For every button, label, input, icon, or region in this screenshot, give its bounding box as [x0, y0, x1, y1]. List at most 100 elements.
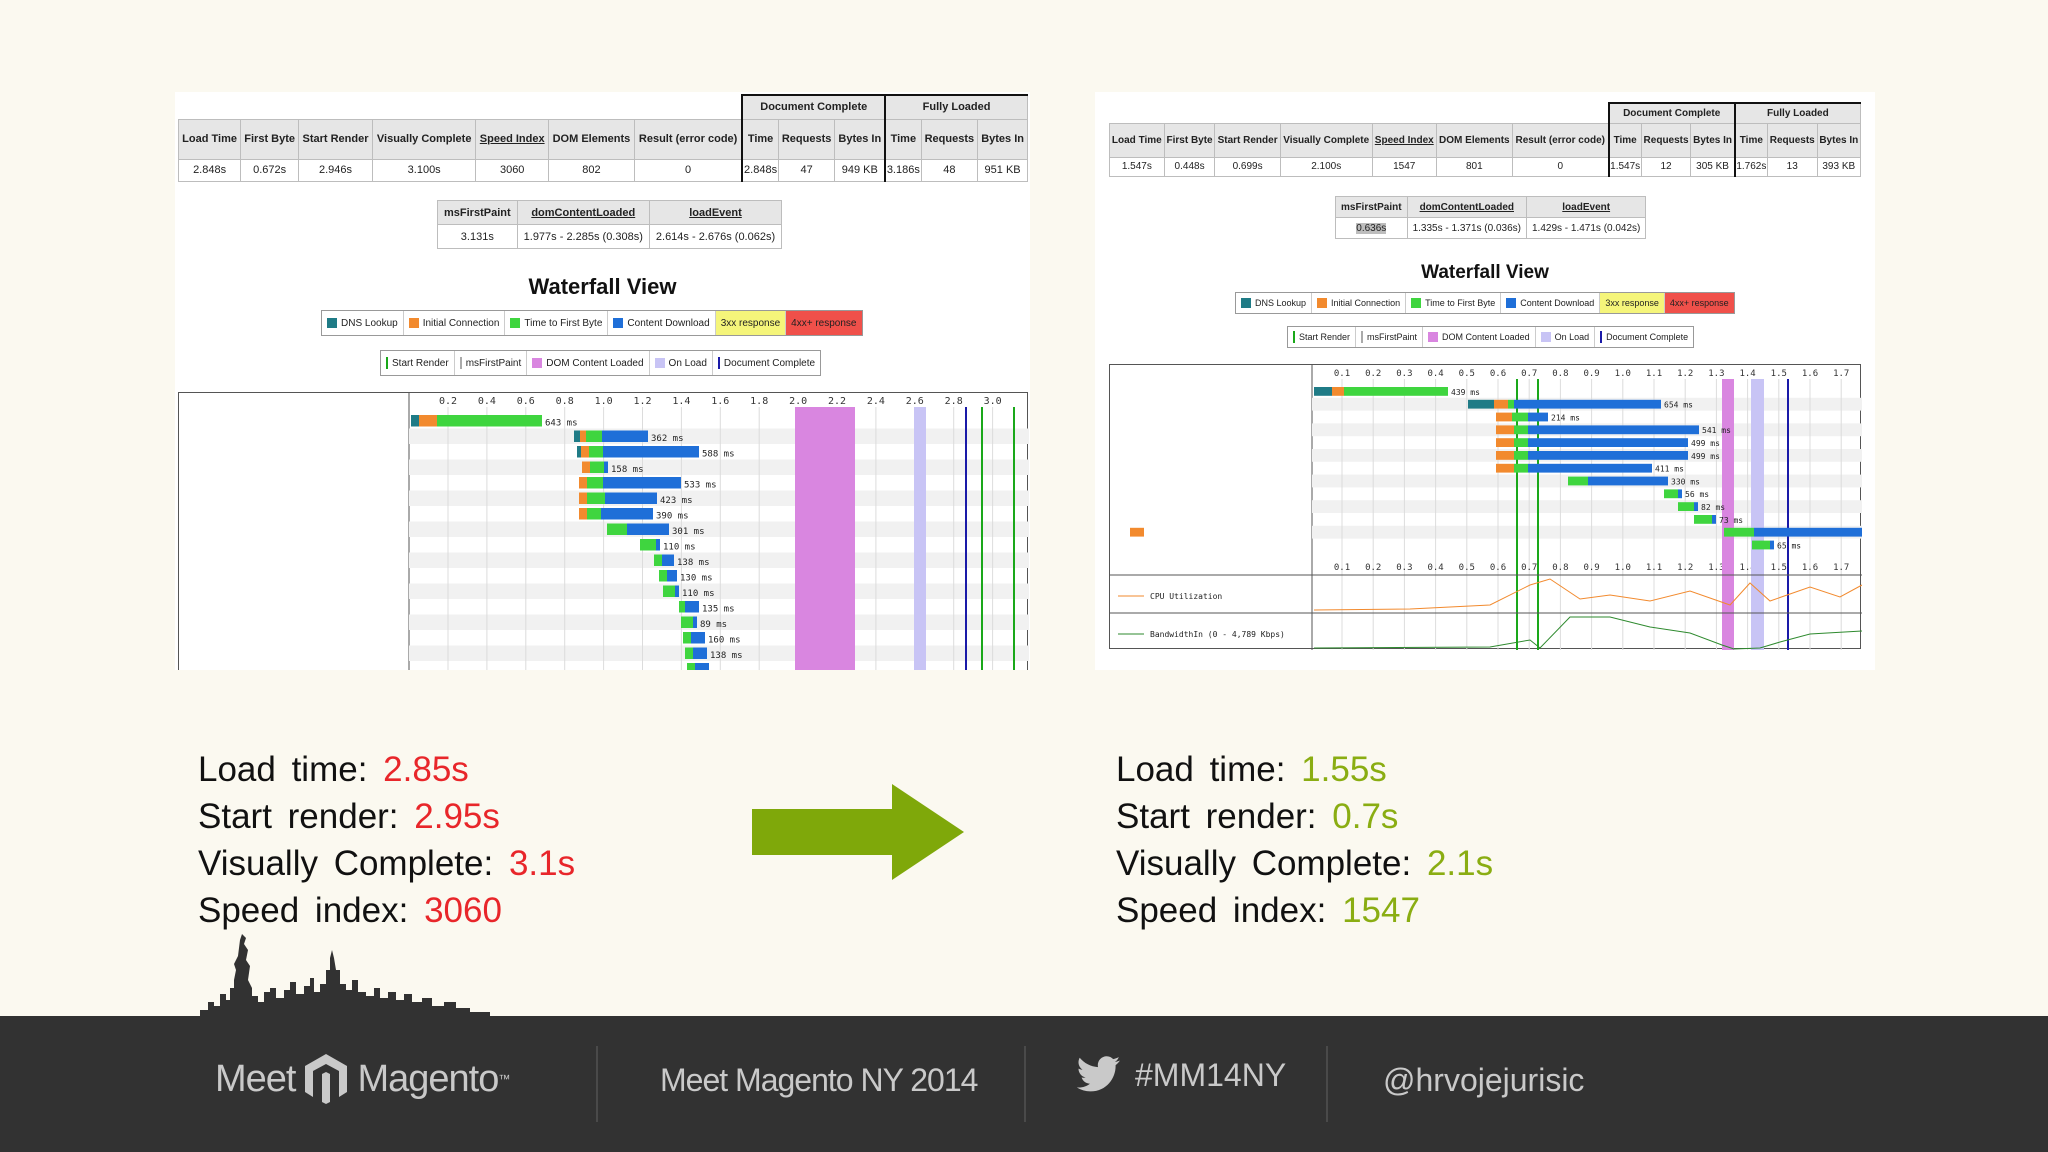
bar-segment-connect — [1496, 438, 1514, 447]
bar-segment-connect — [579, 492, 587, 504]
row-stripe — [1312, 500, 1862, 513]
table-row: 0.636s 1.335s - 1.371s (0.036s) 1.429s -… — [1335, 217, 1647, 239]
twitter-handle[interactable]: @hrvojejurisic — [1383, 1062, 1585, 1098]
axis-tick-label: 1.1 — [1646, 563, 1662, 573]
bar-segment-download — [603, 446, 699, 458]
load-event-link[interactable]: loadEvent — [648, 200, 783, 225]
bar-segment-connect — [580, 430, 586, 442]
bar-segment-download — [1528, 451, 1688, 460]
cell: 802 — [547, 158, 635, 182]
skyline-icon — [200, 934, 520, 1020]
after-waterfall-chart: 0.1 0.1 0.2 0.2 0.3 0.3 0.4 0.4 0.5 0.5 0.6 0.6 0.7 0… — [1110, 365, 1862, 650]
bar-segment-ttfb — [1568, 476, 1588, 486]
visually-complete-value: 2.1s — [1426, 844, 1494, 883]
bar-duration-label: 130 ms — [680, 574, 713, 584]
bar-duration-label: 135 ms — [702, 605, 735, 615]
bar-segment-ttfb — [683, 632, 691, 644]
axis-tick-label: 0.1 — [1334, 369, 1350, 379]
bar-duration-label: 541 ms — [1702, 426, 1731, 435]
speed-index-link[interactable]: Speed Index — [1371, 122, 1437, 158]
axis-tick-label: 0.1 — [1334, 563, 1350, 573]
legend-start-render: Start Render — [1288, 327, 1357, 347]
doc-complete-header: Document Complete — [1607, 102, 1736, 124]
bar-segment-download — [675, 585, 679, 597]
col-header: Result (error code) — [633, 118, 743, 160]
before-test-panel: Document Complete Fully Loaded Load Time… — [175, 92, 1030, 670]
load-time-stat: Load time: 1.55s — [1116, 750, 1387, 789]
hashtag[interactable]: #MM14NY — [1077, 1056, 1286, 1094]
axis-tick-label: 1.8 — [750, 396, 768, 407]
bar-segment-download — [695, 663, 709, 670]
col-header: Time — [884, 118, 922, 160]
speed-index-stat: Speed index: 1547 — [1116, 891, 1420, 930]
bar-segment-ttfb — [1678, 502, 1694, 511]
cell: 3060 — [475, 158, 549, 182]
bar-segment-ttfb — [1694, 515, 1712, 524]
axis-tick-label: 0.6 — [1490, 369, 1506, 379]
legend-dns: DNS Lookup — [1236, 293, 1313, 313]
axis-tick-label: 2.6 — [906, 396, 924, 407]
col-header: DOM Elements — [547, 118, 635, 160]
axis-tick-label: 2.0 — [789, 396, 807, 407]
col-header: Result (error code) — [1511, 122, 1610, 158]
cell: 0 — [1511, 156, 1610, 177]
bar-segment-download — [601, 508, 653, 520]
col-header: First Byte — [240, 118, 300, 160]
bar-segment-dns — [1468, 399, 1494, 409]
first-paint-line — [1361, 331, 1364, 343]
col-header: Visually Complete — [371, 118, 477, 160]
dom-content-loaded-band — [1722, 379, 1734, 650]
bar-segment-ttfb — [679, 601, 685, 613]
highlighted-value: 0.636s — [1356, 222, 1387, 234]
axis-tick-label: 0.3 — [1396, 563, 1412, 573]
dom-content-loaded-link[interactable]: domContentLoaded — [1406, 196, 1527, 218]
col-header: Load Time — [1109, 122, 1165, 158]
speed-index-value: 1547 — [1342, 891, 1420, 930]
dom-content-loaded-link[interactable]: domContentLoaded — [516, 200, 650, 225]
before-waterfall: 0.2 0.4 0.6 0.8 1.0 1.2 1.4 1.6 1.8 2.0 2.2 2.4 2.6 2… — [178, 392, 1029, 670]
connect-swatch — [1317, 298, 1328, 308]
speed-index-link[interactable]: Speed Index — [475, 118, 549, 160]
bar-segment-connect — [1496, 425, 1514, 435]
bandwidth-line — [1313, 616, 1862, 650]
bar-segment-connect — [1332, 387, 1344, 396]
meet-magento-brand: Meet Magento ™ — [215, 1052, 510, 1106]
bar-segment-ttfb — [659, 570, 667, 582]
bar-duration-label: 73 ms — [1719, 516, 1743, 525]
bar-duration-label: 89 ms — [700, 620, 727, 630]
request-legend: DNS Lookup Initial Connection Time to Fi… — [1235, 292, 1735, 314]
twitter-bird-icon — [1077, 1056, 1120, 1092]
bar-duration-label: 301 ms — [672, 527, 705, 537]
axis-tick-label: 2.4 — [867, 396, 885, 407]
connect-swatch — [408, 318, 419, 328]
row-stripe — [409, 645, 1029, 661]
cpu-utilization-label: CPU Utilization — [1150, 592, 1222, 601]
row-stripe — [409, 552, 1029, 568]
axis-tick-label: 0.2 — [1365, 563, 1381, 573]
footer-divider — [1024, 1046, 1026, 1122]
waterfall-title: Waterfall View — [1421, 262, 1549, 283]
visually-complete-stat: Visually Complete: 2.1s — [1116, 844, 1494, 883]
speed-index-value: 3060 — [424, 891, 502, 930]
bar-segment-download — [662, 554, 674, 566]
bar-segment-ttfb — [607, 523, 627, 535]
bar-segment-connect — [1130, 527, 1144, 537]
load-time-value: 1.55s — [1301, 750, 1387, 789]
visually-complete-stat: Visually Complete: 3.1s — [198, 844, 576, 883]
load-event-link[interactable]: loadEvent — [1525, 196, 1647, 218]
legend-3xx: 3xx response — [1600, 293, 1665, 313]
speed-index-stat: Speed index: 3060 — [198, 891, 502, 930]
magento-logo-icon — [305, 1054, 348, 1104]
first-paint-line — [459, 357, 462, 369]
download-swatch — [613, 318, 624, 328]
bar-duration-label: 330 ms — [1671, 477, 1700, 486]
bar-segment-download — [685, 601, 699, 613]
arrow-right-icon — [752, 784, 964, 880]
bar-duration-label: 411 ms — [1655, 465, 1684, 474]
bar-segment-dns — [574, 430, 580, 442]
legend-ttfb: Time to First Byte — [505, 311, 609, 335]
bar-segment-ttfb — [681, 616, 693, 628]
legend-doc-complete: Document Complete — [713, 351, 820, 375]
axis-tick-label: 0.8 — [1552, 369, 1568, 379]
axis-tick-label: 2.8 — [945, 396, 963, 407]
